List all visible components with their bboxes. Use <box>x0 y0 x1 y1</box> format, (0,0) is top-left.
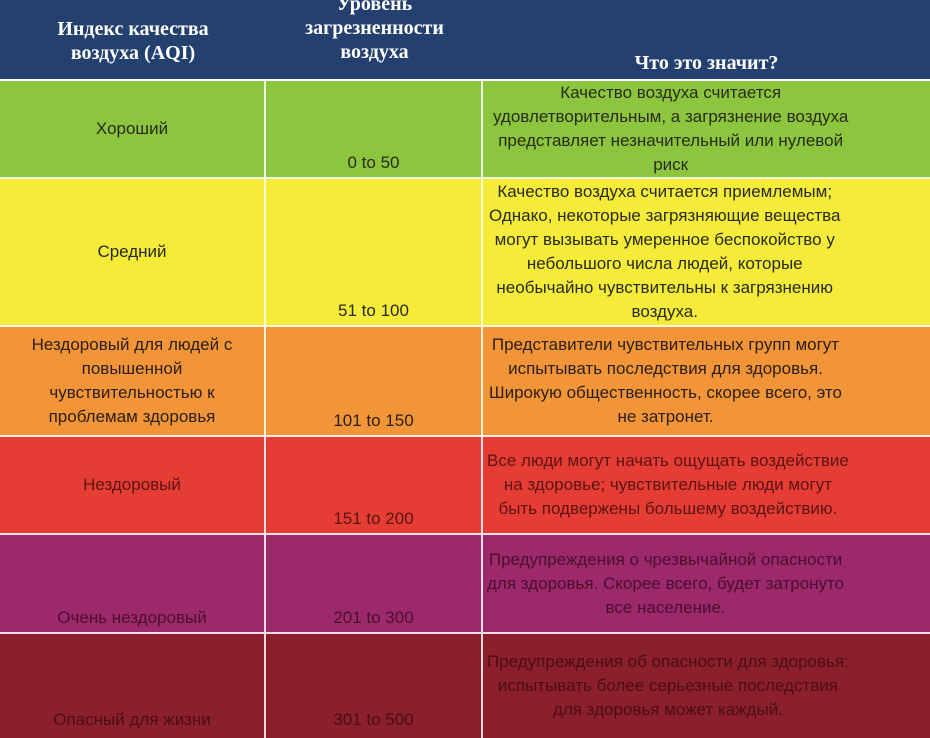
row-meaning-text: Представители чувствительных групп могут… <box>489 335 842 426</box>
row-meaning: Качество воздуха считается удовлетворите… <box>483 81 930 177</box>
table-row-very-unhealthy: Очень нездоровый 201 to 300 Предупрежден… <box>0 535 930 634</box>
table-row-hazardous: Опасный для жизни 301 to 500 Предупрежде… <box>0 634 930 738</box>
row-meaning: Предупреждения о чрезвычайной опасности … <box>483 535 930 632</box>
row-range: 201 to 300 <box>266 535 483 632</box>
row-level: Опасный для жизни <box>0 634 266 738</box>
row-level: Средний <box>0 179 266 325</box>
row-range: 101 to 150 <box>266 327 483 435</box>
table-row-sensitive: Нездоровый для людей с повышенной чувств… <box>0 327 930 437</box>
table-row-good: Хороший 0 to 50 Качество воздуха считает… <box>0 81 930 179</box>
header-pollution-level: Уровень загрезненности воздуха <box>305 0 444 63</box>
row-meaning: Все люди могут начать ощущать воздействи… <box>483 437 930 533</box>
row-range: 51 to 100 <box>266 179 483 325</box>
row-level: Нездоровый для людей с повышенной чувств… <box>0 327 266 435</box>
row-meaning-text: Предупреждения о чрезвычайной опасности … <box>487 549 845 617</box>
row-range: 0 to 50 <box>266 81 483 177</box>
row-meaning-text: Предупреждения об опасности для здоровья… <box>487 652 849 719</box>
table-row-unhealthy: Нездоровый 151 to 200 Все люди могут нач… <box>0 437 930 535</box>
row-meaning-text: Все люди могут начать ощущать воздействи… <box>487 451 849 518</box>
row-range: 301 to 500 <box>266 634 483 738</box>
table-header: Индекс качества воздуха (AQI) Уровень за… <box>0 0 930 81</box>
row-meaning: Представители чувствительных групп могут… <box>483 327 930 435</box>
row-level: Очень нездоровый <box>0 535 266 632</box>
header-aqi-index: Индекс качества воздуха (AQI) <box>57 17 209 64</box>
row-range: 151 to 200 <box>266 437 483 533</box>
row-meaning-text: Качество воздуха считается удовлетворите… <box>493 83 849 174</box>
row-level: Нездоровый <box>0 437 266 533</box>
row-level: Хороший <box>0 81 266 177</box>
row-meaning: Качество воздуха считается приемлемым; О… <box>483 179 930 325</box>
row-meaning-text: Качество воздуха считается приемлемым; О… <box>489 182 841 321</box>
header-meaning: Что это значит? <box>634 52 779 74</box>
table-row-moderate: Средний 51 to 100 Качество воздуха счита… <box>0 179 930 327</box>
row-meaning: Предупреждения об опасности для здоровья… <box>483 634 930 738</box>
